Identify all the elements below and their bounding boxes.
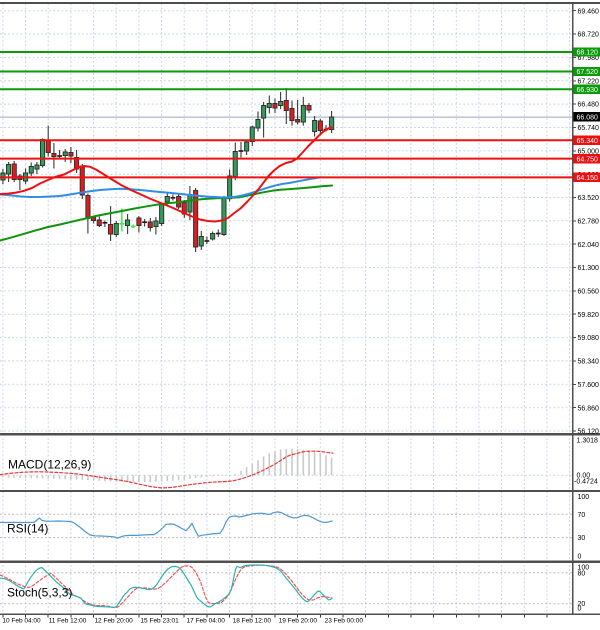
svg-text:MACD(12,26,9): MACD(12,26,9) xyxy=(8,458,91,472)
svg-text:65.000: 65.000 xyxy=(578,148,600,155)
svg-text:0: 0 xyxy=(578,554,582,561)
svg-text:58.340: 58.340 xyxy=(578,359,600,366)
svg-text:67.980: 67.980 xyxy=(578,55,600,62)
svg-text:19 Feb 20:00: 19 Feb 20:00 xyxy=(279,618,318,625)
svg-text:18 Feb 12:00: 18 Feb 12:00 xyxy=(233,618,272,625)
svg-text:17 Feb 04:00: 17 Feb 04:00 xyxy=(187,618,226,625)
svg-text:66.480: 66.480 xyxy=(578,102,600,109)
svg-text:67.220: 67.220 xyxy=(578,78,600,85)
svg-text:1.3018: 1.3018 xyxy=(577,438,599,445)
svg-text:59.080: 59.080 xyxy=(578,335,600,342)
svg-text:20: 20 xyxy=(578,601,586,608)
svg-text:64.750: 64.750 xyxy=(577,156,599,163)
svg-text:66.930: 66.930 xyxy=(577,87,599,94)
svg-text:56.120: 56.120 xyxy=(578,429,600,436)
svg-text:60.560: 60.560 xyxy=(578,289,600,296)
svg-text:56.860: 56.860 xyxy=(578,405,600,412)
svg-text:0.00: 0.00 xyxy=(577,472,591,479)
svg-text:68.720: 68.720 xyxy=(578,32,600,39)
svg-text:100: 100 xyxy=(578,494,590,501)
svg-text:68.120: 68.120 xyxy=(577,50,599,57)
svg-text:12 Feb 20:00: 12 Feb 20:00 xyxy=(94,618,133,625)
svg-text:23 Feb 00:00: 23 Feb 00:00 xyxy=(325,618,364,625)
svg-text:100: 100 xyxy=(578,565,590,572)
svg-text:64.150: 64.150 xyxy=(577,175,599,182)
svg-text:61.300: 61.300 xyxy=(578,265,600,272)
svg-text:63.520: 63.520 xyxy=(578,195,600,202)
svg-text:15 Feb 23:01: 15 Feb 23:01 xyxy=(140,618,179,625)
svg-text:80: 80 xyxy=(578,570,586,577)
svg-text:11 Feb 12:00: 11 Feb 12:00 xyxy=(49,618,87,625)
svg-text:Stoch(5,3,3): Stoch(5,3,3) xyxy=(7,586,72,600)
svg-text:62.040: 62.040 xyxy=(578,242,600,249)
svg-text:0: 0 xyxy=(578,606,582,613)
svg-text:-0.4724: -0.4724 xyxy=(574,479,598,486)
svg-text:30: 30 xyxy=(578,535,586,542)
svg-text:59.820: 59.820 xyxy=(578,312,600,319)
svg-text:69.460: 69.460 xyxy=(578,8,600,15)
svg-text:57.600: 57.600 xyxy=(578,382,600,389)
svg-text:RSI(14): RSI(14) xyxy=(7,522,48,536)
svg-text:67.520: 67.520 xyxy=(577,69,599,76)
svg-text:65.340: 65.340 xyxy=(577,138,599,145)
svg-text:10 Feb 04:00: 10 Feb 04:00 xyxy=(2,618,41,625)
svg-text:62.780: 62.780 xyxy=(578,218,600,225)
svg-text:66.080: 66.080 xyxy=(577,114,599,121)
svg-text:65.740: 65.740 xyxy=(578,125,600,132)
svg-text:70: 70 xyxy=(578,512,586,519)
